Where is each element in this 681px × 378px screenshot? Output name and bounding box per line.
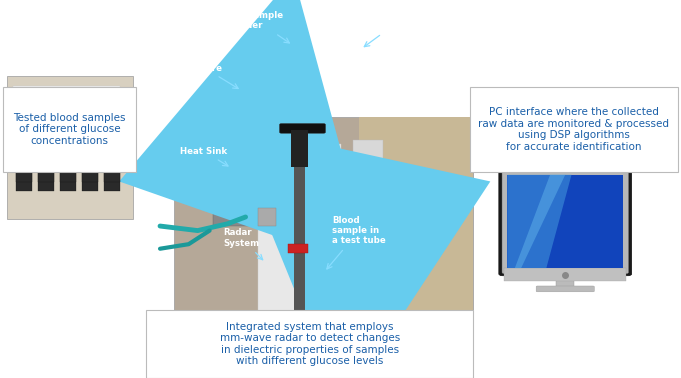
Text: Radar
System: Radar System [223, 228, 263, 260]
FancyBboxPatch shape [37, 110, 54, 182]
FancyBboxPatch shape [13, 86, 120, 140]
FancyBboxPatch shape [16, 119, 32, 191]
FancyBboxPatch shape [82, 110, 98, 182]
FancyBboxPatch shape [16, 110, 32, 182]
FancyBboxPatch shape [13, 118, 35, 136]
FancyBboxPatch shape [57, 100, 79, 118]
FancyBboxPatch shape [174, 117, 473, 344]
FancyBboxPatch shape [82, 119, 98, 191]
FancyBboxPatch shape [104, 101, 120, 173]
FancyBboxPatch shape [291, 130, 308, 167]
FancyBboxPatch shape [35, 109, 57, 127]
FancyBboxPatch shape [13, 109, 35, 127]
FancyBboxPatch shape [287, 244, 308, 253]
Text: Fixture: Fixture [187, 64, 238, 88]
Text: Heat Sink: Heat Sink [180, 147, 228, 166]
FancyBboxPatch shape [37, 101, 54, 173]
Polygon shape [515, 175, 565, 268]
FancyBboxPatch shape [35, 118, 57, 136]
FancyBboxPatch shape [101, 118, 123, 136]
FancyBboxPatch shape [279, 124, 326, 133]
FancyBboxPatch shape [470, 87, 678, 172]
FancyBboxPatch shape [212, 199, 264, 226]
Polygon shape [507, 175, 571, 268]
FancyBboxPatch shape [536, 286, 595, 292]
FancyBboxPatch shape [556, 278, 574, 288]
FancyBboxPatch shape [504, 268, 627, 281]
FancyBboxPatch shape [146, 310, 473, 378]
FancyBboxPatch shape [101, 100, 123, 118]
FancyBboxPatch shape [60, 101, 76, 173]
Text: Metal Reflector: Metal Reflector [354, 22, 429, 46]
FancyBboxPatch shape [498, 160, 631, 276]
FancyBboxPatch shape [7, 76, 133, 219]
FancyBboxPatch shape [360, 117, 473, 344]
FancyBboxPatch shape [204, 317, 323, 344]
FancyBboxPatch shape [294, 163, 306, 326]
FancyBboxPatch shape [257, 144, 341, 321]
FancyBboxPatch shape [13, 100, 35, 118]
FancyBboxPatch shape [101, 109, 123, 127]
FancyBboxPatch shape [502, 162, 629, 274]
FancyBboxPatch shape [3, 87, 136, 172]
FancyBboxPatch shape [82, 101, 98, 173]
FancyBboxPatch shape [353, 140, 383, 333]
Text: PC interface where the collected
raw data are monitored & processed
using DSP al: PC interface where the collected raw dat… [478, 107, 669, 152]
FancyBboxPatch shape [104, 119, 120, 191]
FancyBboxPatch shape [57, 118, 79, 136]
Text: Tested blood samples
of different glucose
concentrations: Tested blood samples of different glucos… [14, 113, 126, 146]
FancyBboxPatch shape [60, 119, 76, 191]
FancyBboxPatch shape [37, 119, 54, 191]
FancyBboxPatch shape [57, 109, 79, 127]
Text: 3D sample
holder: 3D sample holder [232, 11, 289, 43]
FancyBboxPatch shape [35, 100, 57, 118]
FancyBboxPatch shape [257, 208, 276, 226]
FancyBboxPatch shape [104, 110, 120, 182]
FancyBboxPatch shape [79, 109, 101, 127]
FancyBboxPatch shape [507, 175, 623, 268]
FancyBboxPatch shape [60, 110, 76, 182]
Text: Blood
sample in
a test tube: Blood sample in a test tube [327, 216, 386, 269]
FancyBboxPatch shape [16, 101, 32, 173]
FancyBboxPatch shape [79, 100, 101, 118]
FancyBboxPatch shape [79, 118, 101, 136]
Text: Integrated system that employs
mm-wave radar to detect changes
in dielectric pro: Integrated system that employs mm-wave r… [220, 322, 400, 366]
